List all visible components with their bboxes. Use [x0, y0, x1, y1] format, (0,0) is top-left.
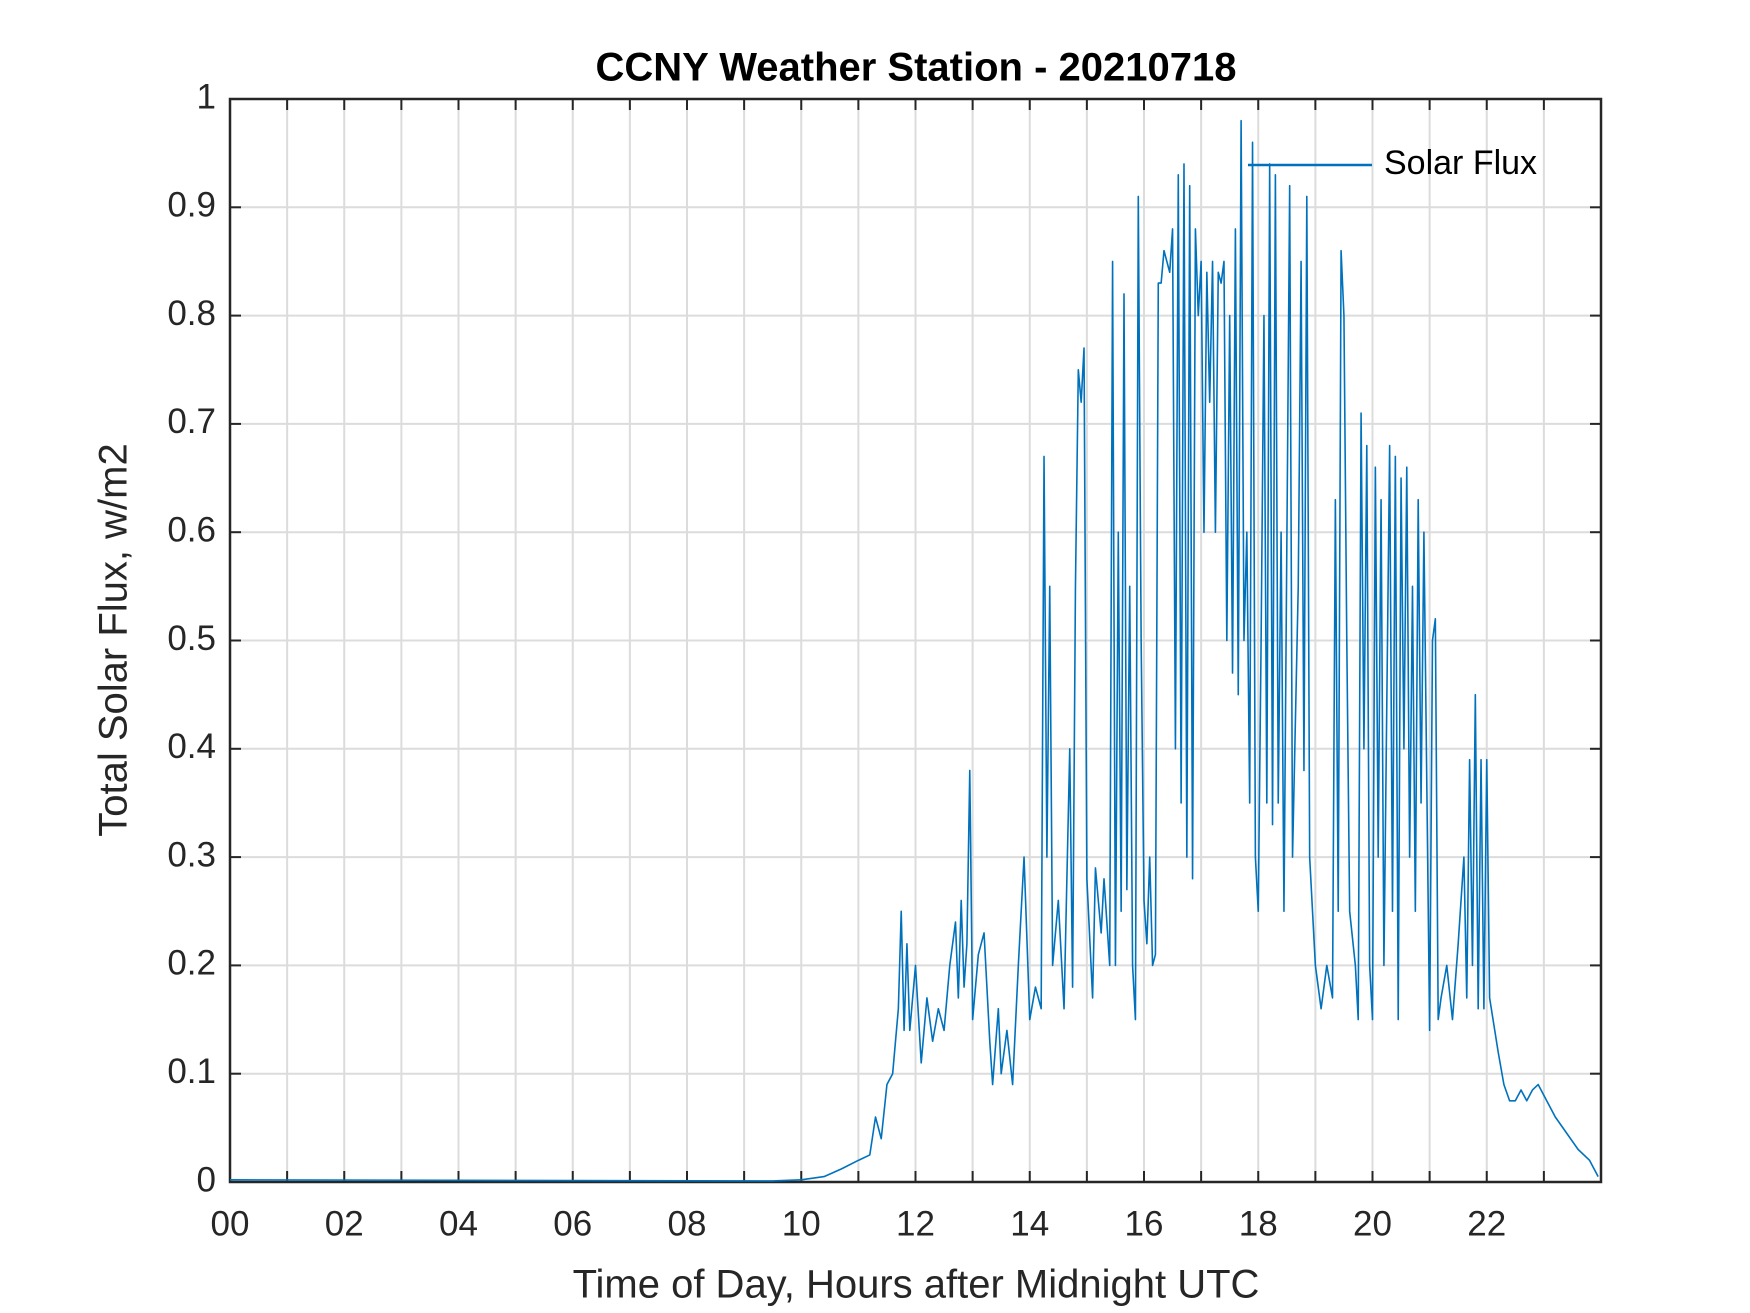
y-tick-label: 0.1	[167, 1052, 216, 1091]
x-tick-label: 16	[1125, 1204, 1164, 1243]
x-tick-label: 00	[211, 1204, 250, 1243]
x-tick-label: 20	[1353, 1204, 1392, 1243]
y-tick-label: 1	[197, 77, 216, 116]
y-tick-label: 0.9	[167, 186, 216, 225]
y-tick-label: 0.4	[167, 727, 216, 766]
x-tick-label: 22	[1467, 1204, 1506, 1243]
x-tick-label: 02	[325, 1204, 364, 1243]
y-tick-label: 0.8	[167, 294, 216, 333]
legend-label: Solar Flux	[1384, 144, 1537, 182]
x-tick-label: 12	[896, 1204, 935, 1243]
axes-box	[228, 97, 1603, 1184]
y-tick-label: 0.2	[167, 944, 216, 983]
x-tick-label: 04	[439, 1204, 478, 1243]
y-tick-label: 0.5	[167, 619, 216, 658]
x-tick-label: 14	[1010, 1204, 1049, 1243]
x-tick-label: 18	[1239, 1204, 1278, 1243]
x-tick-label: 10	[782, 1204, 821, 1243]
x-tick-label: 08	[668, 1204, 707, 1243]
x-tick-label: 06	[553, 1204, 592, 1243]
chart-title: CCNY Weather Station - 20210718	[596, 46, 1237, 90]
y-tick-label: 0.6	[167, 510, 216, 549]
y-axis-label: Total Solar Flux, w/m2	[92, 443, 136, 836]
y-tick-label: 0.7	[167, 402, 216, 441]
data-line	[229, 119, 1599, 1182]
y-tick-label: 0.3	[167, 835, 216, 874]
y-tick-label: 0	[197, 1160, 216, 1199]
x-axis-label: Time of Day, Hours after Midnight UTC	[573, 1263, 1260, 1307]
